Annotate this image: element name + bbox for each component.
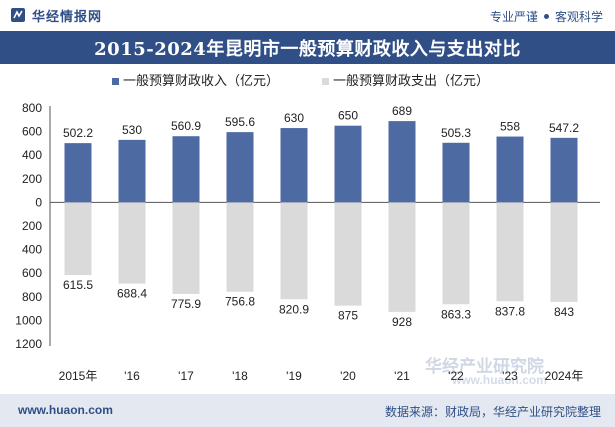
expense-data-label: 863.3 <box>441 307 471 321</box>
slogan: 专业严谨 客观科学 <box>490 8 603 25</box>
header-bar: 华经情报网 专业严谨 客观科学 <box>0 0 615 30</box>
y-tick-label: 1000 <box>15 313 42 327</box>
x-tick-label: '18 <box>232 369 248 383</box>
income-bar <box>64 143 92 203</box>
y-tick-label: 0 <box>35 195 42 209</box>
expense-data-label: 775.9 <box>171 297 201 311</box>
y-tick-label: 800 <box>22 290 42 304</box>
x-tick-label: '23 <box>502 369 518 383</box>
x-tick-label: '22 <box>448 369 464 383</box>
income-bar <box>334 125 362 203</box>
expense-data-label: 843 <box>554 305 574 319</box>
brand-name: 华经情报网 <box>32 8 103 24</box>
legend-swatch-2 <box>322 78 329 85</box>
income-data-label: 689 <box>392 104 412 118</box>
income-bar <box>226 132 254 203</box>
expense-bar <box>388 202 416 312</box>
expense-data-label: 875 <box>338 309 358 323</box>
income-bar <box>550 137 578 203</box>
income-data-label: 502.2 <box>63 126 93 140</box>
income-data-label: 560.9 <box>171 119 201 133</box>
slogan-right: 客观科学 <box>554 10 603 24</box>
expense-data-label: 688.4 <box>117 287 147 301</box>
x-tick-label: '21 <box>394 369 410 383</box>
income-bar <box>172 136 200 203</box>
brand-logo-icon <box>11 8 25 22</box>
expense-bar <box>280 202 308 300</box>
expense-data-label: 756.8 <box>225 295 255 309</box>
income-bar <box>280 128 308 203</box>
y-tick-label: 600 <box>22 125 42 139</box>
x-tick-label: 2024年 <box>545 369 584 383</box>
legend-label-1: 一般预算财政收入（亿元） <box>123 73 279 88</box>
footer-url: www.huaon.com <box>18 403 113 417</box>
income-bar <box>442 142 470 203</box>
income-data-label: 650 <box>338 109 358 123</box>
expense-bar <box>334 202 362 306</box>
y-tick-label: 400 <box>22 148 42 162</box>
expense-bar <box>442 202 470 305</box>
income-data-label: 630 <box>284 111 304 125</box>
legend-label-2: 一般预算财政支出（亿元） <box>333 73 489 88</box>
legend-swatch-1 <box>112 78 119 85</box>
income-bar <box>496 136 524 203</box>
expense-bar <box>64 202 92 276</box>
slogan-left: 专业严谨 <box>489 10 538 24</box>
expense-bar <box>226 202 254 292</box>
expense-data-label: 615.5 <box>63 278 93 292</box>
x-tick-label: '19 <box>286 369 302 383</box>
income-data-label: 505.3 <box>441 126 471 140</box>
income-data-label: 530 <box>122 123 142 137</box>
x-tick-label: '16 <box>124 369 140 383</box>
income-bar <box>388 121 416 203</box>
y-tick-label: 1200 <box>15 337 42 351</box>
footer-bar: www.huaon.com 数据来源：财政局，华经产业研究院整理 <box>0 394 615 427</box>
y-tick-label: 600 <box>22 266 42 280</box>
expense-bar <box>550 202 578 302</box>
y-tick-label: 400 <box>22 243 42 257</box>
footer-source: 数据来源：财政局，华经产业研究院整理 <box>384 405 601 419</box>
income-data-label: 547.2 <box>549 121 579 135</box>
title-bar: 2015-2024年昆明市一般预算财政收入与支出对比 <box>0 31 615 64</box>
bar-chart: 一般预算财政收入（亿元） 一般预算财政支出（亿元） 800 600 400 200 0 200… <box>15 73 600 383</box>
x-tick-label: '17 <box>178 369 194 383</box>
income-data-label: 595.6 <box>225 115 255 129</box>
slogan-dot-icon <box>543 14 549 19</box>
expense-data-label: 837.8 <box>495 304 525 318</box>
y-tick-label: 200 <box>22 172 42 186</box>
income-bar <box>118 139 146 203</box>
chart-title: 2015-2024年昆明市一般预算财政收入与支出对比 <box>94 38 521 60</box>
expense-data-label: 820.9 <box>279 302 309 316</box>
y-tick-label: 200 <box>22 219 42 233</box>
expense-bar <box>118 202 146 284</box>
x-tick-label: '20 <box>340 369 356 383</box>
income-data-label: 558 <box>500 120 520 134</box>
brand: 华经情报网 <box>10 6 102 24</box>
expense-bar <box>172 202 200 294</box>
expense-data-label: 928 <box>392 315 412 329</box>
expense-bar <box>496 202 524 302</box>
y-tick-label: 800 <box>22 101 42 115</box>
x-tick-label: 2015年 <box>59 369 98 383</box>
